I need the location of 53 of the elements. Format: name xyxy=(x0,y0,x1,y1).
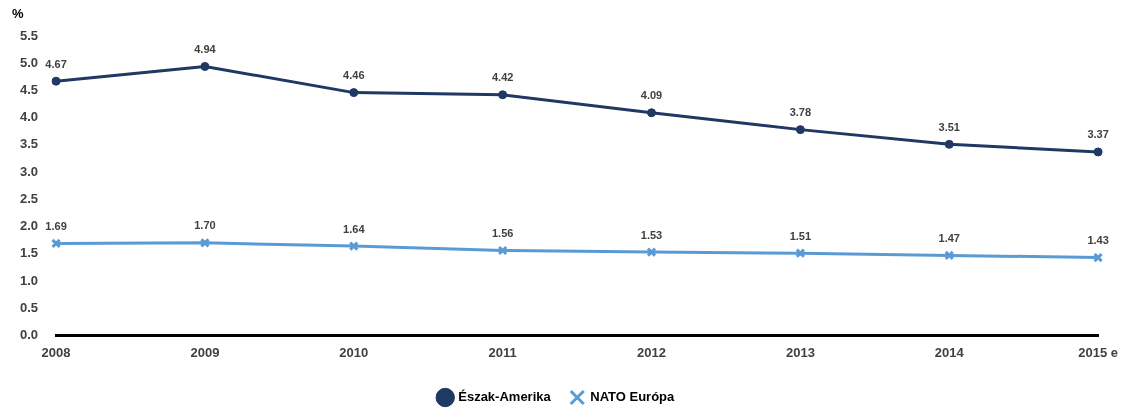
legend-label: Észak-Amerika xyxy=(458,389,552,405)
data-label: 4.46 xyxy=(343,69,365,82)
point xyxy=(348,241,359,252)
data-label: 1.53 xyxy=(640,228,663,241)
data-label: 1.47 xyxy=(938,231,960,244)
point xyxy=(646,247,657,258)
x-tick-label: 2008 xyxy=(41,344,71,360)
data-label: 4.67 xyxy=(45,57,67,70)
point xyxy=(647,108,657,118)
point xyxy=(944,250,955,261)
y-tick-label: 3.0 xyxy=(19,163,39,179)
y-tick-label: 5.0 xyxy=(19,54,39,70)
y-tick-label: 1.5 xyxy=(19,245,39,261)
y-tick-label: 0.5 xyxy=(19,299,39,315)
point xyxy=(795,248,806,259)
data-label: 1.70 xyxy=(194,219,216,232)
data-label: 1.64 xyxy=(343,222,366,235)
y-tick-label: 5.5 xyxy=(19,27,39,43)
point xyxy=(944,139,954,149)
legend-label: NATO Európa xyxy=(590,389,676,405)
y-tick-label: 0.0 xyxy=(19,326,39,342)
point xyxy=(1093,147,1103,157)
point xyxy=(200,61,210,71)
point xyxy=(51,76,61,86)
x-tick-label: 2010 xyxy=(339,344,369,360)
data-label: 1.56 xyxy=(491,227,514,240)
data-label: 3.37 xyxy=(1087,128,1109,141)
point xyxy=(349,88,359,98)
data-label: 4.42 xyxy=(491,71,514,84)
y-tick-label: 4.5 xyxy=(19,82,39,98)
x-tick-label: 2011 xyxy=(488,344,517,360)
data-label: 1.43 xyxy=(1087,234,1109,247)
y-tick-label: 4.0 xyxy=(19,109,39,125)
data-label: 3.51 xyxy=(938,120,960,133)
y-tick-label: 2.0 xyxy=(19,218,39,234)
data-label: 4.94 xyxy=(194,43,217,56)
x-tick-label: 2015 e xyxy=(1078,344,1118,360)
y-tick-label: 2.5 xyxy=(19,190,39,206)
data-label: 3.78 xyxy=(789,106,812,119)
data-label: 4.09 xyxy=(640,89,663,102)
data-label: 1.69 xyxy=(45,219,67,232)
point xyxy=(498,90,508,100)
y-tick-label: 3.5 xyxy=(19,136,39,152)
point xyxy=(497,245,508,256)
x-tick-label: 2014 xyxy=(934,344,965,360)
y-axis-title: % xyxy=(12,6,24,22)
point xyxy=(199,237,210,248)
x-tick-label: 2009 xyxy=(190,344,220,360)
x-tick-label: 2012 xyxy=(637,344,666,360)
point xyxy=(795,125,805,135)
y-tick-label: 1.0 xyxy=(19,272,39,288)
x-tick-label: 2013 xyxy=(785,344,815,360)
data-label: 1.51 xyxy=(789,229,812,242)
